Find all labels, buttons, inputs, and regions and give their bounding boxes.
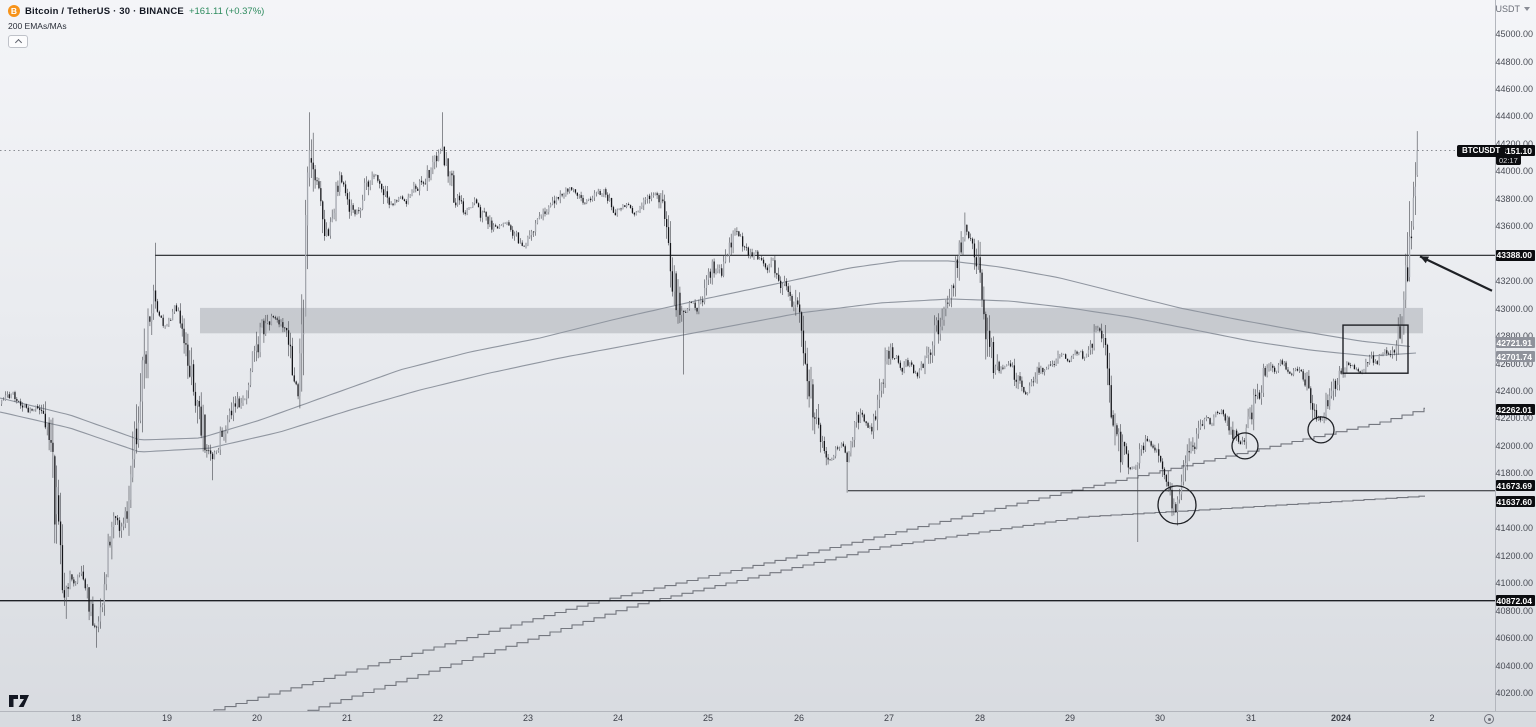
time-axis-label: 18	[70, 713, 82, 723]
price-tick-label: 41000.00	[1495, 578, 1533, 589]
time-axis-label: 25	[702, 713, 714, 723]
time-axis-separator	[0, 711, 1536, 712]
time-axis-label: 31	[1245, 713, 1257, 723]
time-axis-label: 23	[522, 713, 534, 723]
price-tick-label: 43800.00	[1495, 193, 1533, 204]
collapse-indicators-button[interactable]	[8, 35, 28, 48]
price-tick-label: 44000.00	[1495, 166, 1533, 177]
price-axis-separator	[1495, 0, 1496, 711]
price-tick-label: 41800.00	[1495, 468, 1533, 479]
stepped-ma-lines	[213, 407, 1425, 711]
time-axis-label: 2	[1429, 713, 1435, 723]
chart-legend: B Bitcoin / TetherUS · 30 · BINANCE +161…	[8, 4, 264, 48]
time-axis-label: 28	[974, 713, 986, 723]
currency-label: USDT	[1495, 4, 1521, 14]
ma-curve-lines	[0, 260, 1417, 453]
time-axis-label: 30	[1154, 713, 1166, 723]
price-tick-label: 43600.00	[1495, 221, 1533, 232]
price-tick-label: 44600.00	[1495, 83, 1533, 94]
price-tick-label: 42400.00	[1495, 386, 1533, 396]
time-axis-label: 26	[793, 713, 805, 723]
price-change: +161.11 (+0.37%)	[188, 5, 265, 17]
price-tick-label: 43200.00	[1495, 276, 1533, 287]
analysis-drawings[interactable]	[1157, 255, 1493, 525]
price-tick-label: 41400.00	[1495, 523, 1533, 534]
time-axis-label: 21	[341, 713, 353, 723]
time-axis-label: 2024	[1330, 713, 1352, 723]
price-tick-label: 40600.00	[1495, 633, 1533, 644]
price-tick-label: 44800.00	[1495, 56, 1533, 67]
time-axis-label: 19	[161, 713, 173, 723]
price-tick-label: 42200.00	[1495, 413, 1533, 424]
price-tick-label: 40200.00	[1495, 688, 1533, 698]
price-tick-label: 45000.00	[1495, 29, 1533, 39]
price-tick-label: 40400.00	[1495, 660, 1533, 671]
time-axis-label: 22	[432, 713, 444, 723]
price-tick-label: 42800.00	[1495, 331, 1533, 341]
supply-zone-rectangle[interactable]	[200, 307, 1423, 334]
price-tick-label: 41200.00	[1495, 550, 1533, 561]
price-tick-label: 42000.00	[1495, 440, 1533, 451]
price-tick-label: 44200.00	[1495, 138, 1533, 149]
price-tick-label: 44400.00	[1495, 111, 1533, 122]
price-axis[interactable]: 45000.00 44800.00 44600.00 44400.00 44200.00…	[1495, 0, 1536, 711]
currency-selector[interactable]: USDT	[1495, 4, 1530, 14]
symbol-title[interactable]: Bitcoin / TetherUS · 30 · BINANCE	[25, 5, 184, 17]
chevron-down-icon	[1524, 7, 1530, 11]
chevron-up-icon	[14, 38, 22, 47]
price-tick-label: 42600.00	[1495, 358, 1533, 369]
time-axis-label: 27	[883, 713, 895, 723]
time-axis-label: 29	[1064, 713, 1076, 723]
time-axis-label: 20	[251, 713, 263, 723]
candlestick-series	[1, 112, 1418, 648]
horizontal-level-lines[interactable]	[0, 254, 1495, 602]
bitcoin-icon: B	[8, 5, 20, 17]
price-tick-label: 40800.00	[1495, 605, 1533, 616]
indicator-label[interactable]: 200 EMAs/MAs	[8, 21, 67, 31]
time-axis-label: 24	[612, 713, 624, 723]
target-icon[interactable]	[1484, 714, 1494, 724]
price-tick-label: 43000.00	[1495, 303, 1533, 314]
time-axis[interactable]: 18 19 20 21 22 23 24 25 26 27 28 29 30 31 2024 2	[0, 711, 1536, 727]
